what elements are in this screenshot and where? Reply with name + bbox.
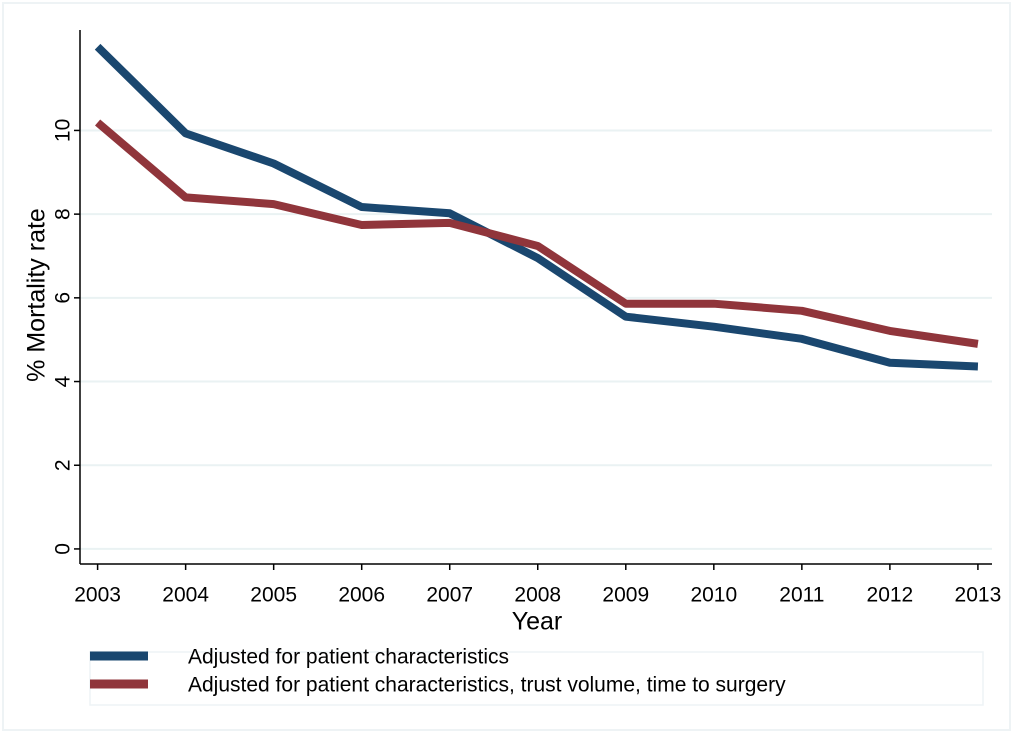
y-tick-label: 2 — [52, 459, 75, 471]
y-tick-label: 10 — [52, 119, 75, 142]
legend-box — [89, 651, 984, 706]
y-tick-label: 0 — [52, 543, 75, 555]
legend-label: Adjusted for patient characteristics — [188, 646, 509, 669]
x-tick-label: 2008 — [514, 584, 561, 607]
series-line — [95, 119, 979, 348]
y-tick-label: 4 — [52, 375, 75, 387]
y-axis-title: % Mortality rate — [23, 208, 51, 382]
x-tick-label: 2004 — [162, 584, 209, 607]
y-tick-label: 8 — [52, 208, 75, 220]
series-line — [94, 43, 979, 371]
legend-label: Adjusted for patient characteristics, tr… — [188, 674, 786, 697]
y-tick-label: 6 — [52, 292, 75, 304]
x-tick-label: 2007 — [426, 584, 473, 607]
x-tick-label: 2009 — [602, 584, 649, 607]
x-tick-label: 2010 — [690, 584, 737, 607]
x-tick-label: 2005 — [250, 584, 297, 607]
x-tick-label: 2003 — [74, 584, 121, 607]
x-tick-label: 2011 — [779, 584, 824, 607]
x-tick-label: 2013 — [955, 584, 1002, 607]
x-tick-label: 2006 — [338, 584, 385, 607]
x-tick-label: 2012 — [867, 584, 914, 607]
x-axis-title: Year — [512, 608, 563, 636]
